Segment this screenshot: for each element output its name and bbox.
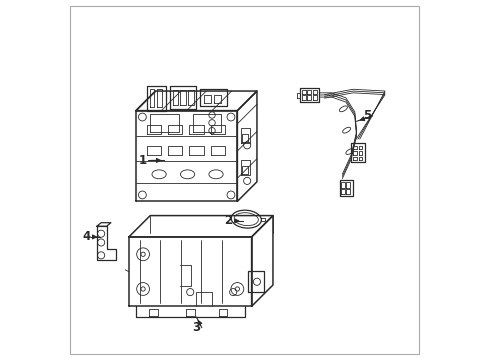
Circle shape [100, 241, 102, 244]
Text: 3: 3 [192, 321, 200, 334]
Circle shape [235, 287, 239, 291]
Text: 2: 2 [224, 215, 232, 228]
Text: 1: 1 [139, 154, 147, 167]
Text: 4: 4 [82, 230, 90, 243]
Circle shape [141, 252, 145, 256]
Circle shape [141, 287, 145, 291]
Text: 5: 5 [363, 109, 370, 122]
Circle shape [100, 254, 102, 257]
Circle shape [100, 232, 102, 235]
